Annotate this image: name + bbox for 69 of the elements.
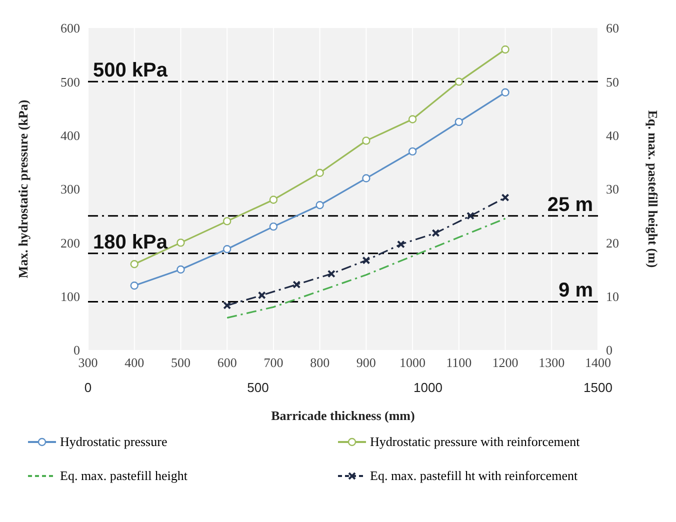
point: [408, 115, 417, 124]
y-tick-label: 400: [60, 128, 80, 143]
x-tick-label: 1400: [585, 355, 611, 370]
ref-line-label: 500 kPa: [93, 60, 168, 82]
legend-label: Hydrostatic pressure with reinforcement: [370, 434, 580, 450]
x-axis-title: Barricade thickness (mm): [270, 408, 416, 424]
point: [466, 212, 474, 220]
point: [501, 194, 510, 202]
x-tick-label: 1200: [492, 355, 518, 370]
y-tick-label: 0: [74, 342, 80, 358]
x2-tick-label: 0: [84, 380, 92, 395]
point: [223, 301, 232, 310]
x2-tick-label: 1000: [414, 380, 442, 395]
y2-tick-label: 10: [606, 288, 619, 304]
x-tick-label: 1100: [446, 355, 472, 370]
y2-tick-label: 40: [606, 128, 619, 143]
ref-line-label: 9 m: [558, 280, 593, 302]
point: [222, 217, 232, 226]
x-tick-label: 800: [310, 355, 330, 370]
y2-tick-label: 50: [606, 74, 619, 90]
point: [222, 245, 232, 254]
y-tick-label: 200: [60, 235, 80, 250]
point: [454, 78, 464, 86]
x-tick-label: 1000: [400, 355, 426, 370]
point: [269, 222, 278, 231]
point: [316, 168, 324, 177]
x2-tick-label: 1500: [584, 380, 612, 395]
point: [362, 136, 370, 145]
line-series: [226, 218, 506, 319]
y-tick-label: 600: [60, 20, 80, 36]
point: [176, 265, 185, 274]
x-tick-label: 1300: [538, 355, 565, 370]
y-tick-label: 100: [60, 288, 80, 304]
x-tick-label: 400: [124, 355, 144, 370]
point: [176, 238, 185, 247]
point: [362, 174, 370, 182]
x-tick-label: 900: [356, 355, 376, 370]
y2-tick-label: 60: [606, 20, 619, 36]
y-tick-label: 300: [60, 182, 80, 197]
point: [258, 291, 266, 300]
y-tick-label: 500: [60, 74, 80, 90]
point: [454, 118, 464, 126]
y2-tick-label: 0: [606, 342, 612, 358]
point: [362, 256, 370, 264]
y2-tick-label: 20: [606, 235, 619, 250]
legend-label: Eq. max. pastefill height: [60, 468, 188, 484]
x-tick-label: 500: [170, 355, 190, 370]
point: [396, 240, 405, 248]
point: [501, 45, 510, 54]
y2-axis-title: Eq. max. pastefill height (m): [645, 110, 660, 268]
legend-label: Hydrostatic pressure: [60, 434, 168, 450]
ref-line-label: 180 kPa: [93, 231, 168, 254]
x-tick-label: 700: [264, 355, 284, 370]
point: [130, 282, 138, 290]
legend-label: Eq. max. pastefill ht with reinforcement: [370, 468, 578, 484]
point: [432, 229, 440, 238]
point: [501, 88, 510, 96]
point: [292, 280, 301, 289]
ref-line-label: 25 m: [547, 194, 593, 216]
y2-tick-label: 30: [606, 182, 619, 197]
x-tick-label: 600: [217, 355, 237, 370]
x2-tick-label: 500: [247, 380, 269, 395]
point: [327, 270, 336, 278]
point: [316, 201, 324, 210]
x-tick-label: 300: [78, 355, 98, 370]
point: [269, 196, 278, 204]
point: [130, 260, 138, 268]
y-axis-title: Max. hydrostatic pressure (kPa): [16, 100, 31, 278]
point: [408, 147, 417, 156]
